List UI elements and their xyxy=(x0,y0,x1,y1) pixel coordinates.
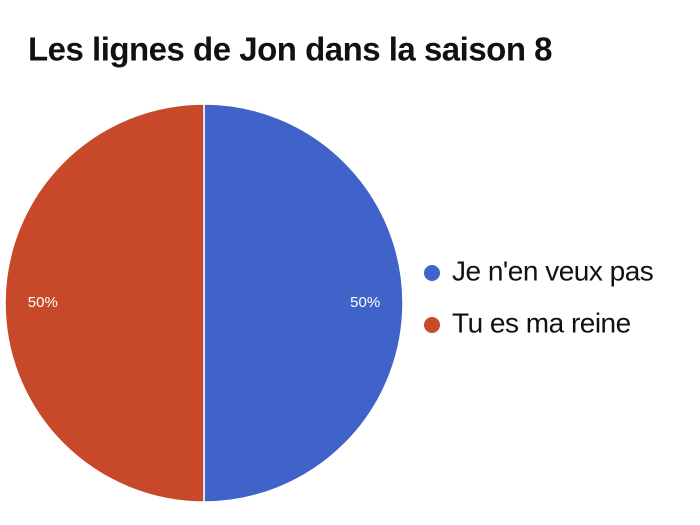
legend-marker xyxy=(424,265,440,281)
slice-label: 50% xyxy=(28,294,58,311)
legend-label: Je n'en veux pas xyxy=(452,255,653,286)
pie-slice xyxy=(203,103,404,503)
legend-marker xyxy=(424,317,440,333)
legend-label: Tu es ma reine xyxy=(452,307,631,338)
pie-slice xyxy=(4,103,205,503)
slice-label: 50% xyxy=(350,294,380,311)
chart-title: Les lignes de Jon dans la saison 8 xyxy=(28,31,552,68)
